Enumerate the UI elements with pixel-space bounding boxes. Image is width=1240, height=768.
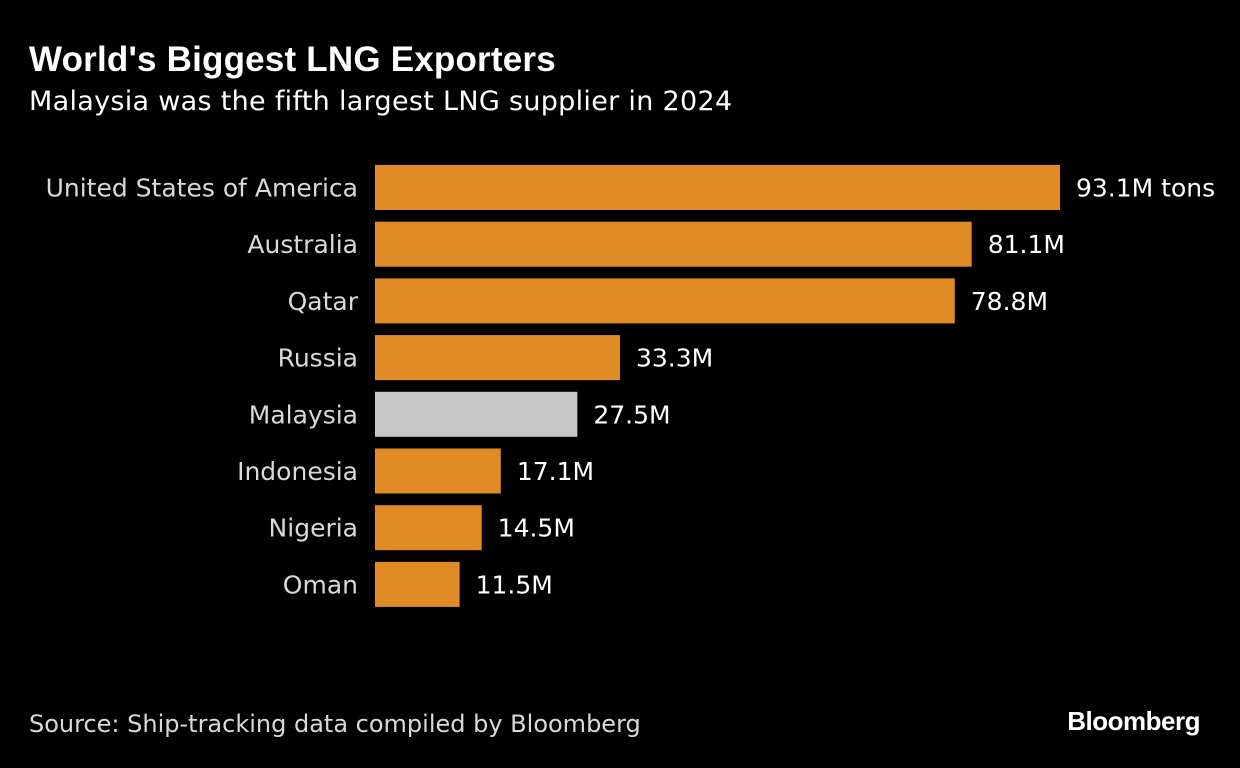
value-label-nigeria: 14.5M (498, 514, 575, 543)
bar-nigeria (375, 505, 482, 551)
category-label-oman: Oman (283, 570, 358, 599)
bloomberg-logo: Bloomberg (1067, 706, 1200, 736)
bar-malaysia (375, 391, 578, 437)
value-label-malaysia: 27.5M (593, 400, 670, 429)
bar-indonesia (375, 448, 501, 494)
chart-subtitle: Malaysia was the fifth largest LNG suppl… (29, 86, 733, 117)
value-label-indonesia: 17.1M (517, 457, 594, 486)
value-label-russia: 33.3M (636, 344, 713, 373)
value-label-united-states-of-america: 93.1M tons (1076, 174, 1215, 203)
bar-united-states-of-america (375, 165, 1060, 210)
bar-russia (375, 335, 621, 381)
category-label-russia: Russia (278, 344, 358, 373)
bar-qatar (375, 278, 955, 324)
value-label-australia: 81.1M (988, 230, 1065, 259)
category-label-united-states-of-america: United States of America (46, 174, 358, 203)
category-label-indonesia: Indonesia (237, 457, 358, 486)
category-label-malaysia: Malaysia (249, 400, 358, 429)
bar-oman (375, 561, 460, 607)
bar-australia (375, 221, 972, 267)
category-label-qatar: Qatar (288, 287, 359, 316)
value-label-qatar: 78.8M (971, 287, 1048, 316)
category-label-nigeria: Nigeria (269, 514, 358, 543)
bar-chart: United States of America 93.1M tons Austra… (46, 165, 1215, 607)
category-label-australia: Australia (247, 230, 358, 259)
value-label-oman: 11.5M (476, 570, 553, 599)
chart-title: World's Biggest LNG Exporters (29, 40, 556, 79)
source-note: Source: Ship-tracking data compiled by B… (29, 710, 641, 738)
